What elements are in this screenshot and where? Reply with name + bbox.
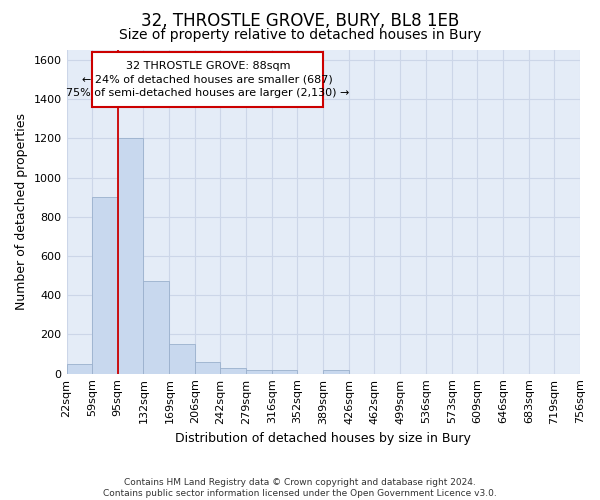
Bar	[272, 370, 298, 374]
Bar	[92, 197, 118, 374]
Text: Contains HM Land Registry data © Crown copyright and database right 2024.
Contai: Contains HM Land Registry data © Crown c…	[103, 478, 497, 498]
Text: 32, THROSTLE GROVE, BURY, BL8 1EB: 32, THROSTLE GROVE, BURY, BL8 1EB	[141, 12, 459, 30]
Text: 32 THROSTLE GROVE: 88sqm: 32 THROSTLE GROVE: 88sqm	[125, 60, 290, 70]
Bar	[118, 138, 143, 374]
Bar	[195, 362, 220, 374]
X-axis label: Distribution of detached houses by size in Bury: Distribution of detached houses by size …	[175, 432, 471, 445]
Y-axis label: Number of detached properties: Number of detached properties	[15, 114, 28, 310]
Text: Size of property relative to detached houses in Bury: Size of property relative to detached ho…	[119, 28, 481, 42]
Text: ← 24% of detached houses are smaller (687): ← 24% of detached houses are smaller (68…	[82, 74, 333, 85]
Bar	[323, 370, 349, 374]
Bar	[247, 370, 272, 374]
Bar	[169, 344, 195, 374]
Bar	[67, 364, 92, 374]
Bar	[92, 52, 323, 107]
Bar	[143, 282, 169, 374]
Bar	[220, 368, 247, 374]
Text: 75% of semi-detached houses are larger (2,130) →: 75% of semi-detached houses are larger (…	[66, 88, 350, 98]
